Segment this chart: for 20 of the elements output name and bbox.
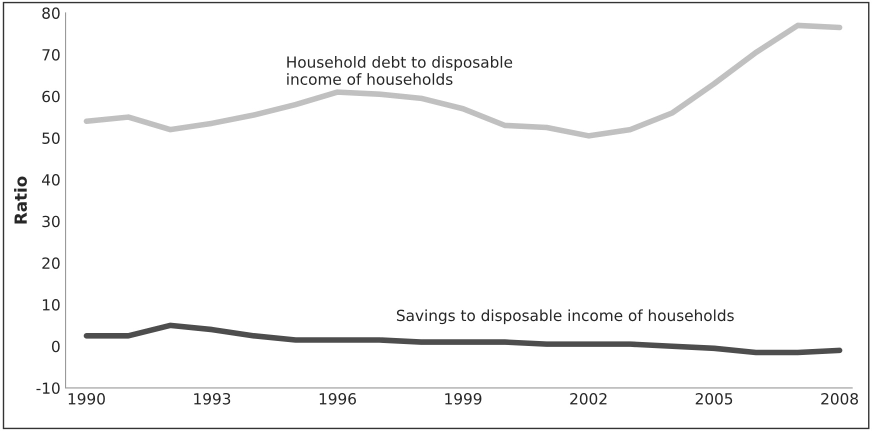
y-tick-label: 80 — [42, 7, 60, 19]
x-tick-label: 2002 — [570, 393, 606, 405]
x-tick-label: 1999 — [445, 393, 482, 405]
x-tick-label: 1993 — [194, 393, 230, 405]
y-tick-label: 30 — [42, 216, 60, 228]
y-tick-label: 10 — [42, 299, 60, 311]
x-tick-label: 1990 — [68, 393, 105, 405]
x-tick-label: 2008 — [821, 393, 858, 405]
annotation: Household debt to disposable income of households — [287, 56, 512, 85]
y-tick-label: 50 — [42, 132, 60, 144]
y-tick-label: 0 — [52, 340, 60, 352]
y-tick-label: 70 — [42, 49, 60, 61]
y-tick-label: -10 — [36, 382, 60, 394]
y-tick-label: 40 — [42, 174, 60, 186]
y-tick-label: 60 — [42, 90, 60, 102]
y-tick-label: 20 — [42, 257, 60, 269]
y-axis-title: Ratio — [14, 176, 27, 224]
x-tick-label: 2005 — [696, 393, 732, 405]
x-tick-label: 1996 — [320, 393, 356, 405]
annotation: Savings to disposable income of households — [396, 309, 734, 324]
